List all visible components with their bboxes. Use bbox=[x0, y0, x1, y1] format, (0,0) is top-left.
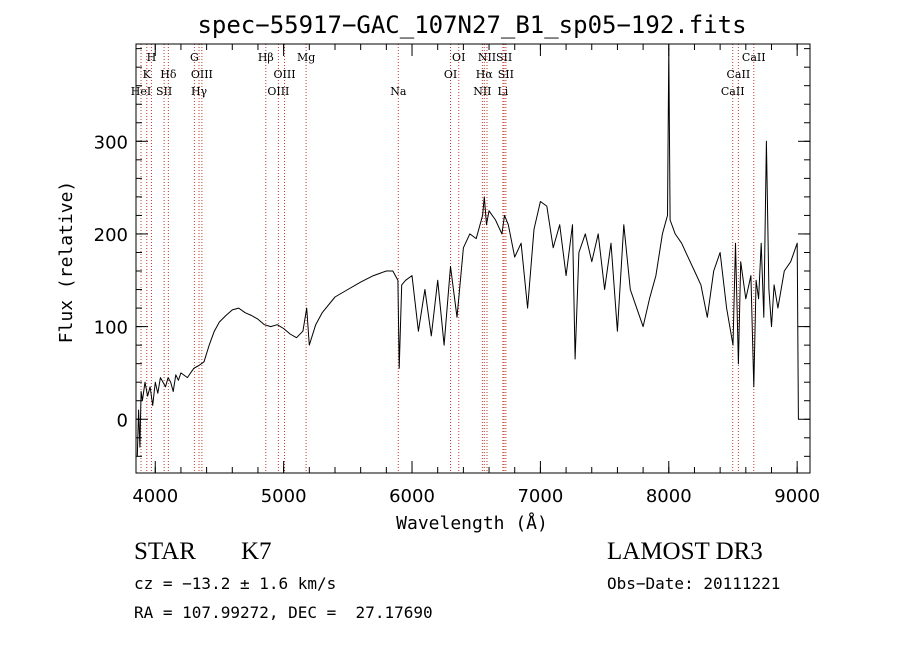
spectral-subclass: K7 bbox=[241, 538, 272, 565]
line-label: OI bbox=[444, 68, 457, 81]
line-label: SII bbox=[496, 51, 512, 64]
line-label: OI bbox=[452, 51, 465, 64]
line-label: Hα bbox=[476, 68, 494, 81]
x-tick-label: 4000 bbox=[132, 486, 178, 507]
line-label: Hδ bbox=[160, 68, 177, 81]
line-label: Hγ bbox=[191, 85, 208, 98]
redshift-cz: cz = −13.2 ± 1.6 km/s bbox=[134, 574, 337, 593]
axis-ticks: 4000 5000 6000 7000 8000 9000 0 100 200 300 bbox=[94, 44, 820, 507]
survey-name: LAMOST DR3 bbox=[607, 538, 763, 565]
line-label: K bbox=[143, 68, 152, 81]
line-label: OIII bbox=[274, 68, 296, 81]
chart-title: spec−55917−GAC_107N27_B1_sp05−192.fits bbox=[197, 11, 746, 39]
line-label: Na bbox=[390, 85, 407, 98]
line-label: CaII bbox=[721, 85, 745, 98]
y-tick-label: 0 bbox=[117, 410, 128, 431]
line-label: OIII bbox=[267, 85, 289, 98]
x-tick-label: 5000 bbox=[261, 486, 307, 507]
line-label: HeI bbox=[131, 85, 151, 98]
line-label: SII bbox=[498, 68, 514, 81]
line-label: Mg bbox=[297, 51, 315, 64]
y-tick-label: 300 bbox=[94, 132, 128, 153]
line-markers bbox=[140, 44, 755, 473]
line-label: Li bbox=[497, 85, 508, 98]
x-tick-label: 7000 bbox=[517, 486, 563, 507]
x-tick-label: 9000 bbox=[774, 486, 820, 507]
line-label: OIII bbox=[191, 68, 213, 81]
observation-date: Obs−Date: 20111221 bbox=[607, 574, 781, 593]
line-label: H bbox=[147, 51, 157, 64]
series-line bbox=[136, 48, 799, 457]
x-tick-label: 6000 bbox=[389, 486, 435, 507]
line-label: CaII bbox=[742, 51, 766, 64]
line-label: NII bbox=[478, 51, 496, 64]
line-label: SII bbox=[156, 85, 172, 98]
coordinates: RA = 107.99272, DEC = 27.17690 bbox=[134, 603, 433, 622]
x-axis-label: Wavelength (Å) bbox=[396, 512, 548, 534]
x-tick-label: 8000 bbox=[646, 486, 692, 507]
y-tick-label: 200 bbox=[94, 225, 128, 246]
series-layer bbox=[136, 48, 799, 457]
plot-frame bbox=[135, 43, 811, 474]
line-label: CaII bbox=[727, 68, 751, 81]
object-class: STAR bbox=[134, 538, 196, 565]
y-tick-label: 100 bbox=[94, 318, 128, 339]
line-label: Hβ bbox=[258, 51, 274, 64]
y-axis-label: Flux (relative) bbox=[56, 181, 77, 344]
line-label: G bbox=[190, 51, 199, 64]
line-label: NII bbox=[473, 85, 491, 98]
